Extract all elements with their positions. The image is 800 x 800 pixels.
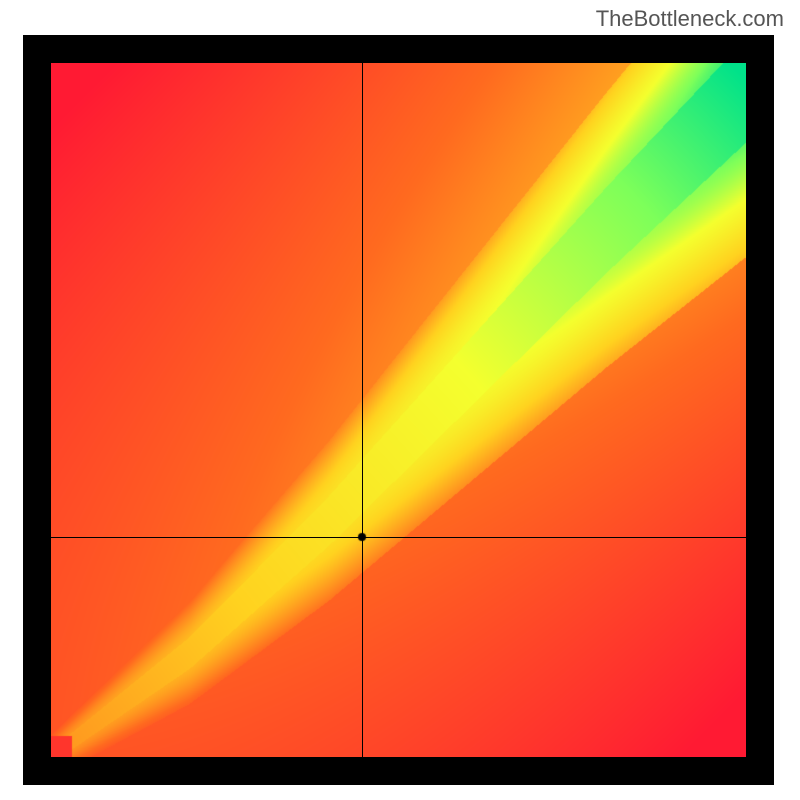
- crosshair-marker: [357, 532, 367, 542]
- chart-container: TheBottleneck.com: [0, 0, 800, 800]
- watermark-text: TheBottleneck.com: [596, 6, 784, 32]
- crosshair-vertical: [362, 63, 363, 757]
- crosshair-horizontal: [51, 537, 746, 538]
- heatmap-canvas: [51, 63, 746, 757]
